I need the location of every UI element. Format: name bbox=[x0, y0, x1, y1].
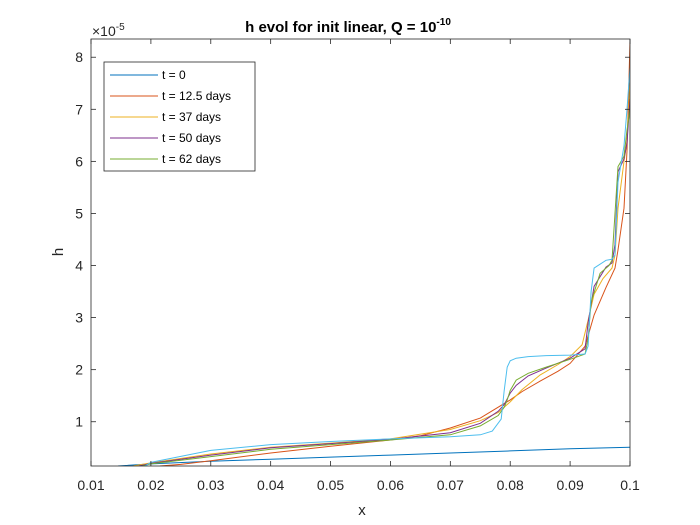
x-tick-label: 0.03 bbox=[197, 477, 224, 493]
y-tick-label: 5 bbox=[75, 205, 83, 221]
x-tick-label: 0.05 bbox=[317, 477, 344, 493]
legend-entry: t = 62 days bbox=[162, 152, 221, 166]
y-tick-label: 3 bbox=[75, 310, 83, 326]
x-tick-label: 0.07 bbox=[437, 477, 464, 493]
legend-entry: t = 12.5 days bbox=[162, 89, 231, 103]
x-tick-label: 0.04 bbox=[257, 477, 284, 493]
y-tick-label: 2 bbox=[75, 362, 83, 378]
y-axis-multiplier: ×10-5 bbox=[92, 22, 125, 39]
chart-title-main: h evol for init linear, Q = 10 bbox=[245, 19, 436, 36]
y-multiplier-exponent: -5 bbox=[116, 22, 125, 33]
plot-frame bbox=[90, 38, 631, 467]
x-tick-label: 0.02 bbox=[137, 477, 164, 493]
y-tick-label: 6 bbox=[75, 153, 83, 169]
x-tick-label: 0.06 bbox=[377, 477, 404, 493]
series-line-0 bbox=[117, 446, 630, 466]
legend-entry: t = 37 days bbox=[162, 110, 221, 124]
y-multiplier-base: ×10 bbox=[92, 23, 116, 39]
series-layer bbox=[117, 41, 630, 466]
chart-title-exponent: -10 bbox=[436, 17, 451, 28]
y-tick-label: 8 bbox=[75, 49, 83, 65]
legend-entry: t = 50 days bbox=[162, 131, 221, 145]
ticks-layer: 0.01 0.02 0.03 0.04 0.05 0.06 0.07 0.08 0.09 0.1 1… bbox=[75, 39, 640, 493]
y-tick-label: 1 bbox=[75, 414, 83, 430]
chart-title: h evol for init linear, Q = 10-10 bbox=[245, 17, 451, 36]
y-axis-label: h bbox=[50, 248, 67, 256]
series-line-5 bbox=[144, 67, 630, 466]
x-tick-label: 0.01 bbox=[77, 477, 104, 493]
series-line-1 bbox=[159, 41, 630, 466]
legend: t = 0 t = 12.5 days t = 37 days t = 50 days… bbox=[103, 61, 256, 172]
x-tick-label: 0.08 bbox=[497, 477, 524, 493]
x-tick-label: 0.09 bbox=[556, 477, 583, 493]
y-tick-label: 7 bbox=[75, 101, 83, 117]
x-axis-label: x bbox=[358, 502, 366, 519]
x-tick-label: 0.1 bbox=[620, 477, 640, 493]
legend-entry: t = 0 bbox=[162, 68, 186, 82]
y-tick-label: 4 bbox=[75, 258, 83, 274]
series-line-4 bbox=[141, 109, 630, 466]
